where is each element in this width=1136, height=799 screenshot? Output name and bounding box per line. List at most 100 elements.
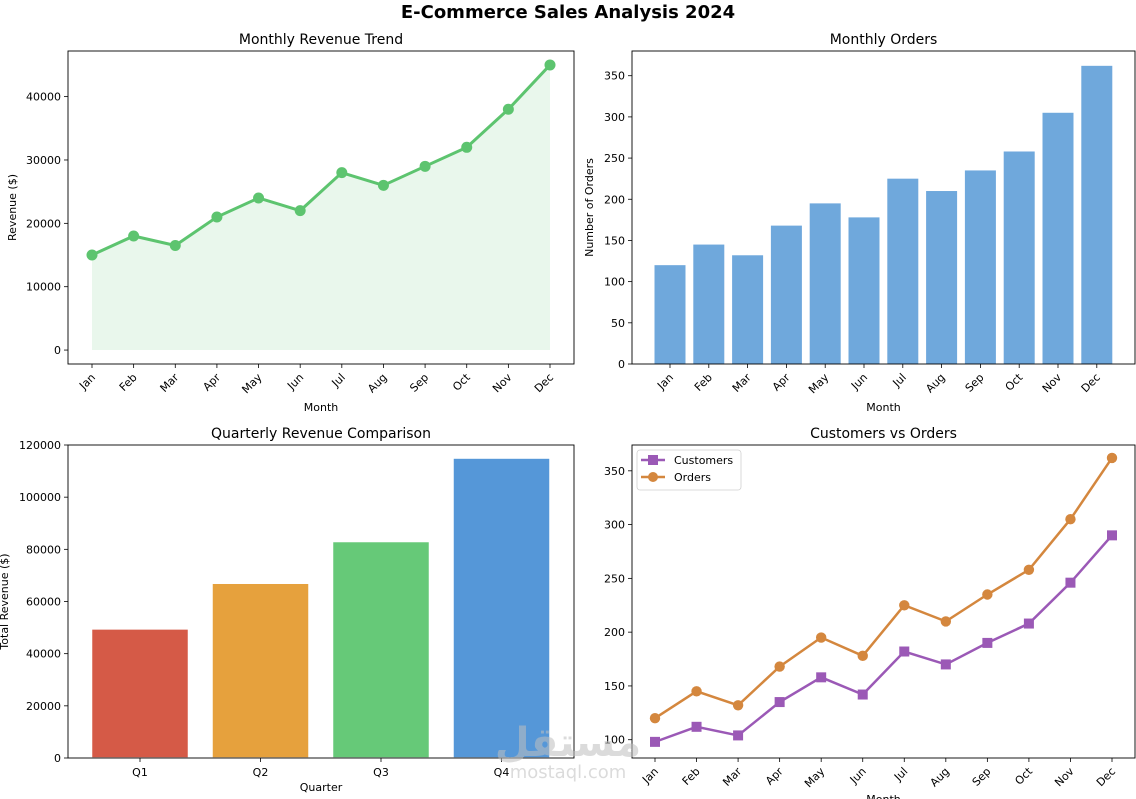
y-tick-label: 120000 bbox=[19, 439, 61, 452]
x-tick-label: Jul bbox=[890, 371, 909, 390]
orders-chart: Monthly Orders 0 50 100 150 200 250 300 350 Month… bbox=[583, 32, 1136, 414]
quarter-bar bbox=[331, 540, 431, 759]
legend-label: Customers bbox=[674, 454, 733, 467]
orders-bar bbox=[809, 203, 841, 364]
orders-bar bbox=[1042, 112, 1074, 365]
watermark-url: mostaql.com bbox=[510, 762, 627, 783]
x-tick-label: Oct bbox=[1012, 764, 1035, 787]
orders-bar bbox=[964, 170, 996, 364]
orders-point bbox=[1023, 564, 1035, 575]
y-tick-label: 300 bbox=[604, 111, 625, 124]
chart-title: Quarterly Revenue Comparison bbox=[211, 426, 431, 442]
x-tick-label: Aug bbox=[928, 765, 952, 789]
x-tick-label: Mar bbox=[720, 765, 744, 789]
quarterly-chart: Quarterly Revenue Comparison 0 20000 40000 6… bbox=[0, 426, 575, 794]
x-tick-label: May bbox=[806, 371, 832, 397]
customers-line bbox=[654, 534, 1113, 744]
y-tick-label: 250 bbox=[604, 152, 625, 165]
customers-point bbox=[733, 730, 744, 741]
y-tick-label: 10000 bbox=[26, 281, 61, 294]
customers-point bbox=[1107, 530, 1117, 541]
revenue-point bbox=[253, 192, 265, 204]
revenue-point bbox=[86, 249, 98, 261]
x-tick-label: Nov bbox=[1052, 765, 1077, 790]
orders-point bbox=[857, 650, 868, 662]
y-axis-label: Number of Orders bbox=[583, 158, 596, 257]
x-tick-label: Dec bbox=[1079, 371, 1103, 395]
customers-point bbox=[691, 721, 702, 732]
orders-line bbox=[654, 457, 1114, 720]
x-tick-label: Aug bbox=[923, 371, 947, 395]
x-tick-label: Mar bbox=[158, 371, 182, 395]
x-tick-label: Jan bbox=[654, 371, 676, 393]
quarter-bar bbox=[452, 457, 551, 759]
chart-title: Customers vs Orders bbox=[810, 426, 957, 442]
x-tick-label: Q2 bbox=[253, 766, 269, 779]
y-tick-label: 50 bbox=[611, 317, 625, 330]
customers-point bbox=[774, 697, 785, 708]
orders-point bbox=[940, 616, 952, 627]
y-tick-label: 60000 bbox=[26, 596, 61, 609]
orders-point bbox=[1065, 514, 1076, 525]
orders-point bbox=[899, 600, 910, 611]
x-tick-label: Jun bbox=[847, 765, 869, 787]
revenue-point bbox=[502, 103, 514, 115]
x-tick-label: Jan bbox=[639, 765, 661, 787]
customers-point bbox=[940, 659, 951, 670]
revenue-point bbox=[211, 211, 223, 223]
x-axis-label: Month bbox=[304, 401, 339, 414]
orders-bar bbox=[848, 217, 880, 364]
revenue-point bbox=[169, 240, 181, 252]
y-tick-label: 20000 bbox=[26, 217, 61, 230]
x-tick-label: Apr bbox=[200, 371, 223, 394]
y-axis-label: Revenue ($) bbox=[6, 174, 19, 241]
y-tick-label: 250 bbox=[604, 572, 625, 585]
revenue-point bbox=[294, 205, 306, 217]
x-axis-label: Quarter bbox=[300, 781, 343, 794]
revenue-line bbox=[91, 63, 552, 257]
y-tick-label: 100 bbox=[604, 734, 625, 747]
watermark-logo: مستقل bbox=[495, 720, 641, 766]
y-tick-label: 0 bbox=[618, 358, 625, 371]
revenue-point bbox=[377, 179, 389, 191]
y-tick-label: 40000 bbox=[26, 648, 61, 661]
x-axis-label: Month bbox=[866, 401, 901, 414]
orders-bar bbox=[693, 244, 725, 364]
y-tick-label: 150 bbox=[604, 234, 625, 247]
y-axis-label: Total Revenue ($) bbox=[0, 553, 11, 650]
axes-frame bbox=[631, 50, 1136, 365]
revenue-point bbox=[461, 141, 473, 153]
axes-frame bbox=[631, 444, 1136, 759]
quarter-bar bbox=[211, 582, 310, 759]
x-tick-label: Jul bbox=[329, 371, 348, 390]
y-tick-label: 200 bbox=[604, 626, 625, 639]
y-tick-label: 350 bbox=[604, 465, 625, 478]
x-tick-label: Jun bbox=[284, 371, 306, 393]
orders-point bbox=[774, 661, 785, 672]
x-axis-label: Month bbox=[866, 793, 901, 799]
orders-point bbox=[815, 632, 827, 643]
x-tick-label: Apr bbox=[770, 371, 793, 394]
y-tick-label: 0 bbox=[54, 344, 61, 357]
chart-title: Monthly Revenue Trend bbox=[239, 32, 403, 48]
axes-frame bbox=[67, 444, 575, 759]
chart-title: Monthly Orders bbox=[830, 32, 938, 48]
x-tick-label: Jul bbox=[891, 765, 910, 784]
watermark: مستقل mostaql.com bbox=[495, 720, 641, 783]
x-tick-label: Feb bbox=[680, 765, 703, 788]
y-tick-label: 20000 bbox=[26, 700, 61, 713]
x-tick-label: Sep bbox=[963, 371, 987, 395]
x-tick-label: Q3 bbox=[373, 766, 389, 779]
y-tick-label: 200 bbox=[604, 193, 625, 206]
figure-title: E-Commerce Sales Analysis 2024 bbox=[400, 2, 736, 23]
x-tick-label: Jun bbox=[848, 371, 870, 393]
revenue-chart: Monthly Revenue Trend 0 10000 20000 30000 400… bbox=[6, 32, 575, 414]
x-tick-label: Q4 bbox=[494, 766, 510, 779]
y-tick-label: 300 bbox=[604, 519, 625, 532]
y-tick-label: 150 bbox=[604, 680, 625, 693]
legend-label: Orders bbox=[674, 471, 711, 484]
orders-bar bbox=[1081, 65, 1113, 364]
orders-bar bbox=[770, 225, 802, 364]
customers-point bbox=[1023, 618, 1034, 629]
x-tick-label: May bbox=[239, 371, 265, 397]
